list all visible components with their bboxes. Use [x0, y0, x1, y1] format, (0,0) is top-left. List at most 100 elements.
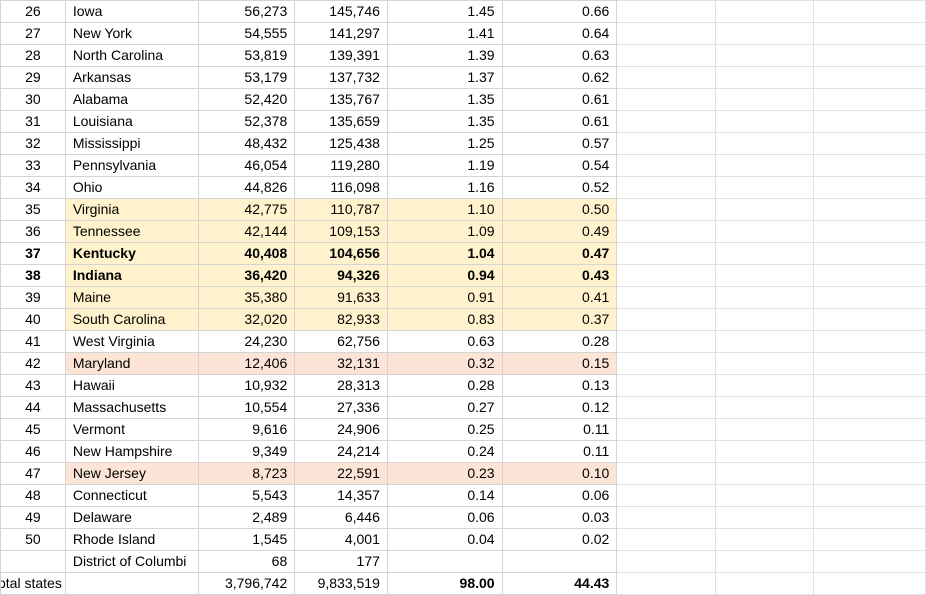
empty-cell[interactable]: [616, 0, 716, 23]
empty-cell[interactable]: [812, 462, 926, 485]
area-sq-mi-cell[interactable]: 40,408: [197, 242, 296, 265]
state-cell[interactable]: New Hampshire: [64, 440, 199, 463]
empty-cell[interactable]: [812, 66, 926, 89]
area-sq-km-cell[interactable]: 139,391: [294, 44, 388, 67]
pct-b-cell[interactable]: 0.64: [501, 22, 618, 45]
state-cell[interactable]: North Carolina: [64, 44, 199, 67]
state-cell[interactable]: Maine: [64, 286, 199, 309]
area-sq-km-cell[interactable]: 116,098: [294, 176, 388, 199]
area-sq-mi-cell[interactable]: 36,420: [197, 264, 296, 287]
state-cell[interactable]: New York: [64, 22, 199, 45]
rank-cell[interactable]: 41: [0, 330, 66, 353]
pct-b-cell[interactable]: 0.43: [501, 264, 618, 287]
area-sq-mi-cell[interactable]: 42,144: [197, 220, 296, 243]
empty-cell[interactable]: [616, 154, 716, 177]
rank-cell[interactable]: 50: [0, 528, 66, 551]
rank-cell[interactable]: 34: [0, 176, 66, 199]
rank-cell[interactable]: 43: [0, 374, 66, 397]
empty-cell[interactable]: [812, 550, 926, 573]
pct-b-cell[interactable]: 0.57: [501, 132, 618, 155]
empty-cell[interactable]: [616, 506, 716, 529]
rank-cell[interactable]: 33: [0, 154, 66, 177]
empty-cell[interactable]: [616, 352, 716, 375]
area-sq-mi-cell[interactable]: 52,420: [197, 88, 296, 111]
pct-a-cell[interactable]: 1.39: [386, 44, 503, 67]
area-sq-mi-cell[interactable]: 46,054: [197, 154, 296, 177]
area-sq-mi-cell[interactable]: 24,230: [197, 330, 296, 353]
pct-b-cell[interactable]: 0.06: [501, 484, 618, 507]
empty-cell[interactable]: [616, 220, 716, 243]
area-sq-km-cell[interactable]: 119,280: [294, 154, 388, 177]
pct-a-cell[interactable]: 1.16: [386, 176, 503, 199]
rank-cell[interactable]: 36: [0, 220, 66, 243]
pct-b-cell[interactable]: 0.28: [501, 330, 618, 353]
empty-cell[interactable]: [616, 286, 716, 309]
pct-a-cell[interactable]: 1.09: [386, 220, 503, 243]
empty-cell[interactable]: [812, 242, 926, 265]
pct-a-cell[interactable]: 1.04: [386, 242, 503, 265]
area-sq-km-cell[interactable]: 145,746: [294, 0, 388, 23]
area-sq-km-cell[interactable]: 137,732: [294, 66, 388, 89]
empty-cell[interactable]: [714, 154, 814, 177]
empty-cell[interactable]: [714, 374, 814, 397]
pct-b-cell[interactable]: 0.61: [501, 88, 618, 111]
pct-b-cell[interactable]: [501, 550, 618, 573]
rank-cell[interactable]: 46: [0, 440, 66, 463]
empty-cell[interactable]: [714, 44, 814, 67]
pct-a-cell[interactable]: 1.35: [386, 110, 503, 133]
rank-cell[interactable]: 42: [0, 352, 66, 375]
empty-cell[interactable]: [616, 484, 716, 507]
area-sq-km-cell[interactable]: 135,767: [294, 88, 388, 111]
pct-a-cell[interactable]: 0.32: [386, 352, 503, 375]
pct-b-cell[interactable]: 0.62: [501, 66, 618, 89]
pct-b-cell[interactable]: 0.54: [501, 154, 618, 177]
pct-b-cell[interactable]: 0.61: [501, 110, 618, 133]
pct-a-cell[interactable]: 0.23: [386, 462, 503, 485]
pct-b-cell[interactable]: 0.10: [501, 462, 618, 485]
area-sq-km-cell[interactable]: 110,787: [294, 198, 388, 221]
state-cell[interactable]: Delaware: [64, 506, 199, 529]
area-sq-km-cell[interactable]: 24,906: [294, 418, 388, 441]
state-cell[interactable]: Connecticut: [64, 484, 199, 507]
state-cell[interactable]: New Jersey: [64, 462, 199, 485]
empty-cell[interactable]: [616, 22, 716, 45]
empty-cell[interactable]: [812, 440, 926, 463]
empty-cell[interactable]: [714, 330, 814, 353]
area-sq-mi-cell[interactable]: 8,723: [197, 462, 296, 485]
empty-cell[interactable]: [812, 286, 926, 309]
pct-b-cell[interactable]: 0.11: [501, 440, 618, 463]
area-sq-mi-cell[interactable]: 12,406: [197, 352, 296, 375]
rank-cell[interactable]: 30: [0, 88, 66, 111]
rank-cell[interactable]: 35: [0, 198, 66, 221]
area-sq-mi-cell[interactable]: 53,179: [197, 66, 296, 89]
empty-cell[interactable]: [812, 396, 926, 419]
pct-a-cell[interactable]: 0.14: [386, 484, 503, 507]
area-sq-km-cell[interactable]: 14,357: [294, 484, 388, 507]
empty-cell[interactable]: [616, 88, 716, 111]
pct-a-cell[interactable]: [386, 550, 503, 573]
rank-cell[interactable]: 47: [0, 462, 66, 485]
empty-cell[interactable]: [812, 308, 926, 331]
pct-b-cell[interactable]: 0.63: [501, 44, 618, 67]
pct-b-cell[interactable]: 0.13: [501, 374, 618, 397]
area-sq-km-cell[interactable]: 32,131: [294, 352, 388, 375]
empty-cell[interactable]: [812, 110, 926, 133]
state-cell[interactable]: District of Columbi: [64, 550, 199, 573]
empty-cell[interactable]: [616, 572, 716, 595]
empty-cell[interactable]: [812, 198, 926, 221]
area-sq-km-cell[interactable]: 27,336: [294, 396, 388, 419]
pct-b-cell[interactable]: 0.37: [501, 308, 618, 331]
rank-cell[interactable]: 37: [0, 242, 66, 265]
area-sq-km-cell[interactable]: 135,659: [294, 110, 388, 133]
empty-cell[interactable]: [616, 308, 716, 331]
empty-cell[interactable]: [616, 462, 716, 485]
pct-b-cell[interactable]: 0.49: [501, 220, 618, 243]
rank-cell[interactable]: 45: [0, 418, 66, 441]
area-sq-mi-cell[interactable]: 1,545: [197, 528, 296, 551]
pct-b-cell[interactable]: 0.12: [501, 396, 618, 419]
area-sq-km-cell[interactable]: 6,446: [294, 506, 388, 529]
empty-cell[interactable]: [616, 110, 716, 133]
empty-cell[interactable]: [714, 352, 814, 375]
area-sq-mi-cell[interactable]: 68: [197, 550, 296, 573]
pct-b-cell[interactable]: 0.50: [501, 198, 618, 221]
